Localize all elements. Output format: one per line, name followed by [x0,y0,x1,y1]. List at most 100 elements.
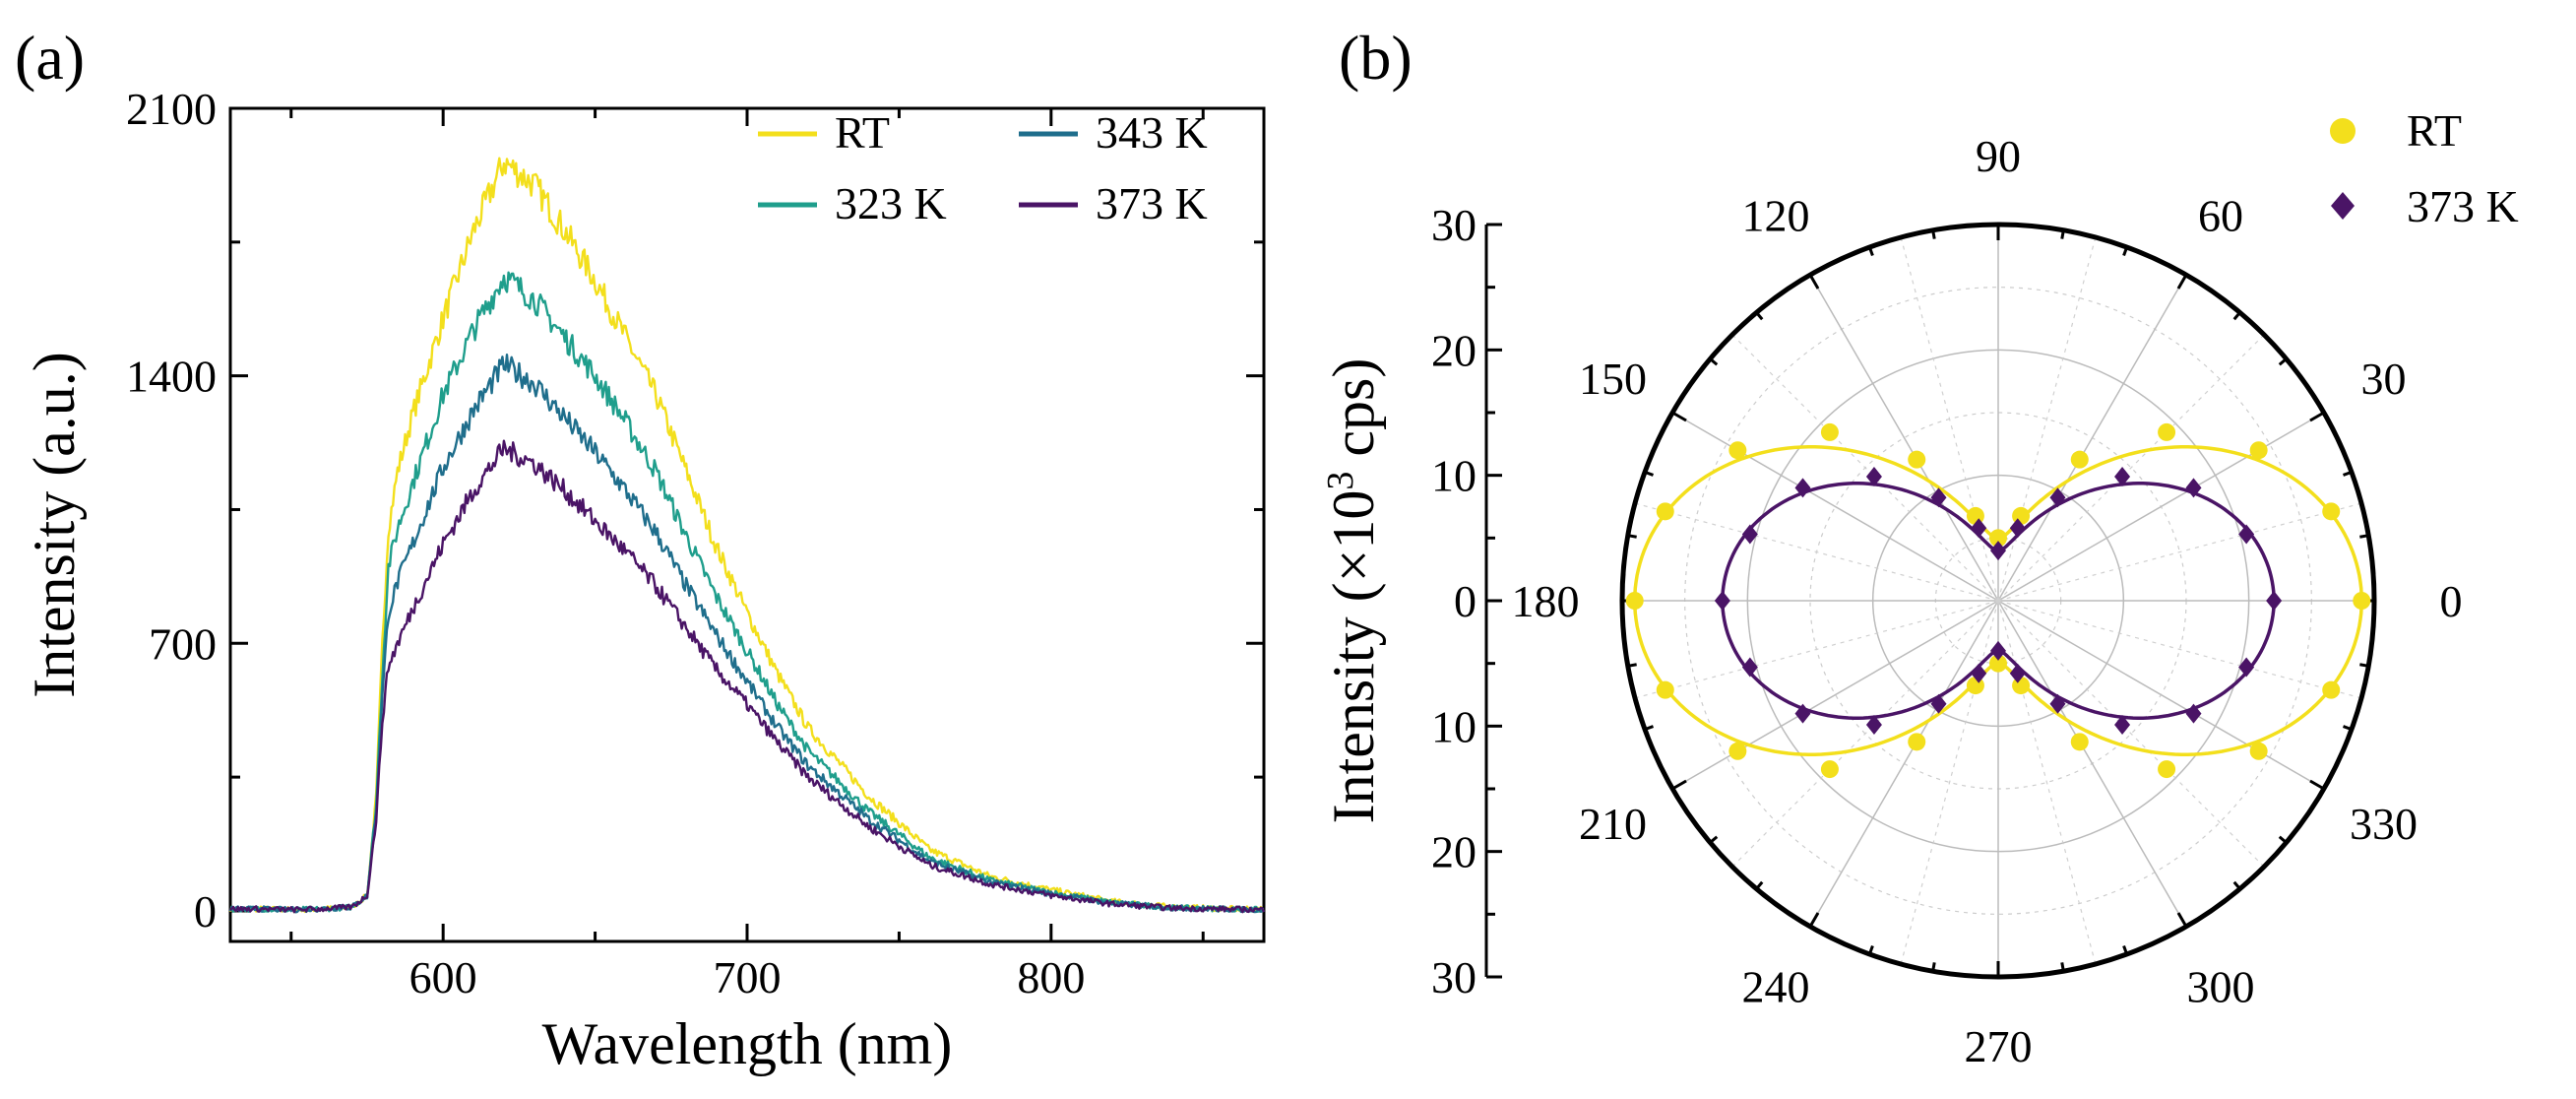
data-point-RT [1989,529,2007,548]
panel-label-a: (a) [15,23,85,93]
polar-outer-tick [2278,357,2288,366]
polar-angle-label: 330 [2350,799,2418,849]
polar-outer-tick [1808,274,1820,290]
data-point-373-K [1741,524,1758,545]
data-point-RT [2249,742,2268,760]
data-point-373-K [1930,487,1947,508]
polar-outer-tick [1755,311,1764,321]
data-point-373-K [1865,715,1882,736]
legend-marker-373K [2331,192,2355,220]
polar-angle-labels: 0 30 60 90 120 150 180 210 240 270 300 330 [1512,131,2463,1071]
polar-outer-tick [2359,534,2369,539]
x-tick-label: 700 [714,952,782,1002]
polar-outer-tick [1931,962,1936,972]
radial-tick-label: 20 [1431,827,1476,877]
polar-outer-tick [1627,663,1637,668]
polar-spoke [1997,600,2187,928]
polar-outer-tick [1867,944,1874,955]
polar-outer-tick [1867,246,1874,257]
data-point-373-K [1794,478,1811,498]
data-point-373-K [2185,478,2202,498]
series-line-RT [228,157,1266,914]
data-point-RT [2322,680,2341,699]
polar-outer-tick [1627,534,1637,539]
polar-grid [1619,222,2377,980]
polar-angle-label: 300 [2187,961,2255,1011]
legend-label: RT [2407,105,2462,156]
radial-tick-label: 10 [1431,451,1476,501]
radial-tick-label: 30 [1431,200,1476,250]
polar-minor-spoke [1997,600,2097,965]
polar-outer-tick [2278,835,2288,844]
polar-spoke [1671,600,1999,790]
polar-outer-tick [1709,835,1719,844]
legend-label: 323 K [835,178,947,228]
polar-outer-tick [1755,880,1764,890]
radial-tick-label: 30 [1431,952,1476,1002]
data-point-RT [2070,733,2089,751]
data-point-373-K [2185,703,2202,724]
data-point-RT [2353,592,2371,610]
data-point-RT [1656,502,1674,521]
polar-outer-tick [2342,725,2353,732]
y-tick-labels-a: 0 700 1400 2100 [126,84,217,937]
y-tick-label: 2100 [126,84,217,134]
polar-outer-tick [2122,246,2129,257]
data-point-RT [1820,760,1839,779]
panel-label-b: (b) [1339,23,1413,93]
data-point-RT [2070,450,2089,469]
data-point-373-K [1990,640,2006,661]
legend-label: 373 K [2407,181,2519,231]
polar-angle-label: 0 [2440,576,2463,626]
polar-minor-spoke [1997,334,2265,602]
polar-angle-label: 60 [2198,191,2243,241]
polar-outer-tick [1671,411,1687,422]
data-point-RT [1908,450,1926,469]
data-point-373-K [1930,693,1947,714]
polar-outer-tick [2176,274,2188,290]
polar-spoke [1997,600,2325,790]
polar-outer-tick [2359,663,2369,668]
legend-marker-RT [2330,118,2356,144]
polar-spoke [1997,412,2325,602]
plot-frame-a [228,106,1266,943]
legend-b: RT 373 K [2330,105,2519,231]
polar-outer-tick [2060,962,2065,972]
data-point-373-K [2009,663,2026,683]
data-point-373-K [1971,663,1987,683]
data-point-RT [1908,733,1926,751]
polar-minor-spoke [1634,600,1999,699]
legend-label: 373 K [1096,178,1208,228]
polar-angle-label: 210 [1579,799,1647,849]
polar-angle-label: 120 [1742,191,1810,241]
polar-minor-spoke [1634,502,1999,602]
polar-angle-label: 150 [1579,354,1647,404]
polar-angle-label: 90 [1976,131,2021,181]
polar-minor-spoke [1731,334,1999,602]
x-axis-title-a: Wavelength (nm) [542,1011,953,1076]
data-point-RT [1989,654,2007,673]
polar-outer-tick [2232,880,2241,890]
data-point-RT [2322,502,2341,521]
polar-outer-tick [2122,944,2129,955]
polar-minor-spoke [1997,600,2265,868]
axes-ticks-a [230,106,1264,941]
data-point-373-K [1990,541,2006,561]
data-point-373-K [2266,591,2283,611]
data-point-373-K [2238,524,2255,545]
data-point-RT [1656,680,1674,699]
polar-spoke [1809,600,1999,928]
data-point-373-K [1971,518,1987,539]
y-tick-label: 0 [194,886,217,937]
series-line-373-K [229,439,1266,914]
polar-outer-tick [2309,779,2325,791]
x-tick-label: 800 [1017,952,1085,1002]
polar-outer-tick [1931,229,1936,239]
x-tick-label: 600 [409,952,477,1002]
polar-minor-spoke [1731,600,1999,868]
data-point-373-K [2114,715,2131,736]
data-point-373-K [2114,466,2131,486]
data-point-RT [1625,592,1644,610]
polar-angle-label: 270 [1965,1021,2033,1071]
